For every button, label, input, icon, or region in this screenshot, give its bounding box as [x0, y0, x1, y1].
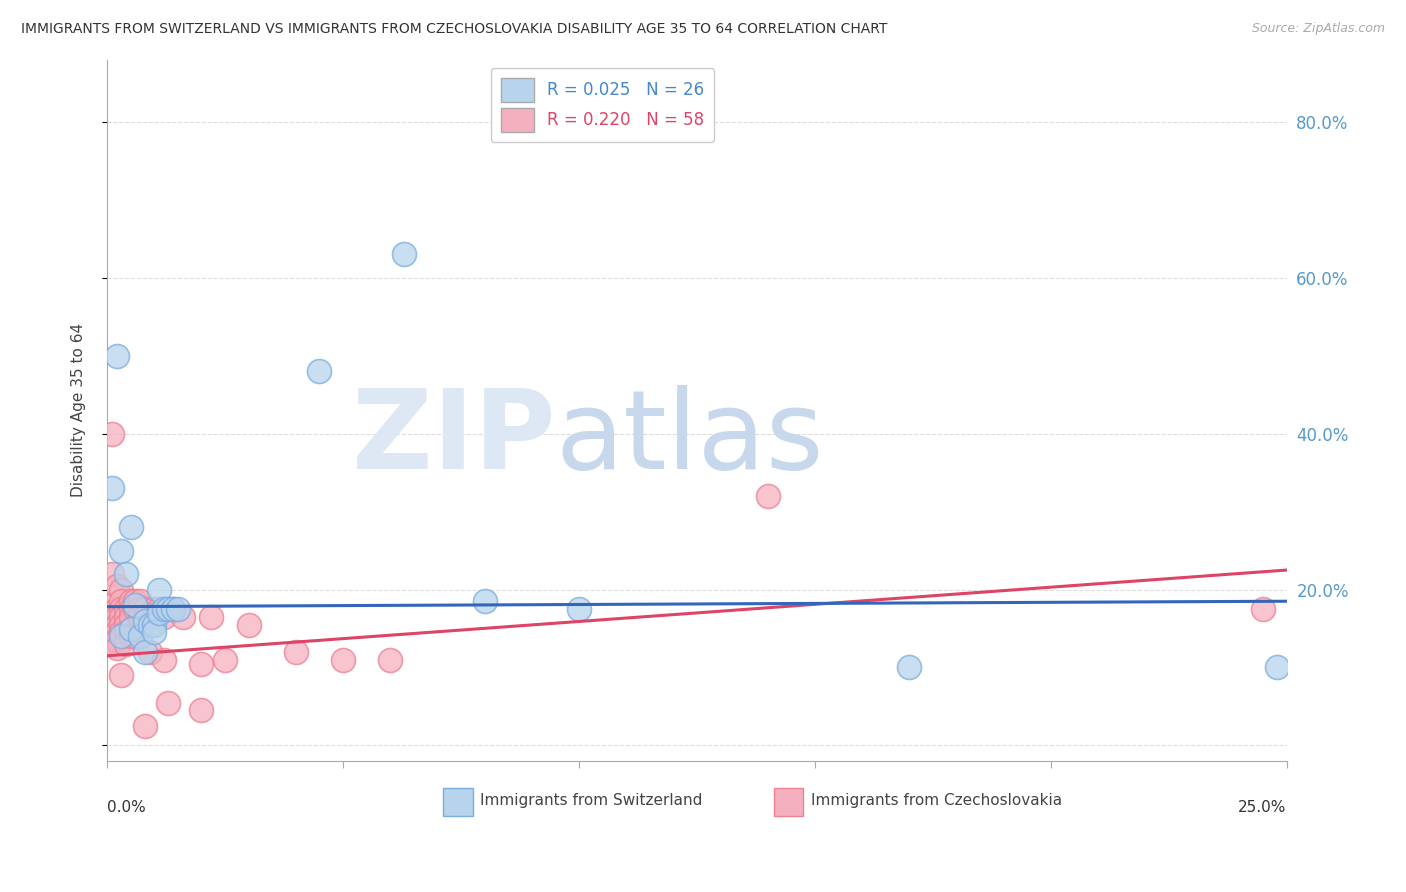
- Point: [129, 609, 152, 624]
- Point: [115, 609, 138, 624]
- Point: [120, 609, 142, 624]
- Text: IMMIGRANTS FROM SWITZERLAND VS IMMIGRANTS FROM CZECHOSLOVAKIA DISABILITY AGE 35 : IMMIGRANTS FROM SWITZERLAND VS IMMIGRANT…: [21, 22, 887, 37]
- Point: [105, 625, 128, 640]
- Point: [148, 602, 170, 616]
- Point: [378, 653, 401, 667]
- Bar: [773, 788, 803, 815]
- Point: [143, 625, 166, 640]
- Point: [101, 598, 124, 612]
- Point: [110, 668, 132, 682]
- Point: [124, 594, 146, 608]
- Text: atlas: atlas: [555, 384, 824, 491]
- Point: [138, 617, 160, 632]
- Text: Immigrants from Switzerland: Immigrants from Switzerland: [479, 794, 702, 808]
- Point: [105, 349, 128, 363]
- Point: [110, 625, 132, 640]
- Point: [129, 629, 152, 643]
- Point: [105, 609, 128, 624]
- Point: [332, 653, 354, 667]
- Point: [134, 614, 156, 628]
- Point: [1265, 660, 1288, 674]
- Point: [101, 426, 124, 441]
- Text: Immigrants from Czechoslovakia: Immigrants from Czechoslovakia: [811, 794, 1063, 808]
- Point: [105, 579, 128, 593]
- Point: [756, 489, 779, 503]
- Point: [120, 594, 142, 608]
- Point: [101, 617, 124, 632]
- Point: [120, 602, 142, 616]
- Point: [166, 602, 188, 616]
- Point: [115, 637, 138, 651]
- Point: [124, 598, 146, 612]
- Point: [120, 629, 142, 643]
- Point: [110, 582, 132, 597]
- Point: [115, 625, 138, 640]
- Point: [157, 696, 180, 710]
- Text: ZIP: ZIP: [352, 384, 555, 491]
- Point: [474, 594, 496, 608]
- Text: 0.0%: 0.0%: [107, 799, 146, 814]
- Point: [110, 617, 132, 632]
- Point: [134, 645, 156, 659]
- Legend: R = 0.025   N = 26, R = 0.220   N = 58: R = 0.025 N = 26, R = 0.220 N = 58: [491, 68, 714, 142]
- Point: [214, 653, 236, 667]
- Point: [134, 609, 156, 624]
- Text: 25.0%: 25.0%: [1239, 799, 1286, 814]
- Point: [152, 602, 174, 616]
- Point: [148, 582, 170, 597]
- Point: [152, 653, 174, 667]
- Y-axis label: Disability Age 35 to 64: Disability Age 35 to 64: [72, 323, 86, 498]
- Point: [120, 622, 142, 636]
- Point: [105, 640, 128, 655]
- Point: [143, 617, 166, 632]
- Point: [134, 602, 156, 616]
- Point: [110, 543, 132, 558]
- Point: [101, 481, 124, 495]
- Point: [1251, 602, 1274, 616]
- Point: [101, 566, 124, 581]
- Text: Source: ZipAtlas.com: Source: ZipAtlas.com: [1251, 22, 1385, 36]
- Point: [124, 602, 146, 616]
- Point: [110, 594, 132, 608]
- Point: [115, 566, 138, 581]
- Point: [143, 602, 166, 616]
- Point: [105, 602, 128, 616]
- Point: [284, 645, 307, 659]
- Point: [898, 660, 921, 674]
- Point: [101, 633, 124, 648]
- Point: [105, 617, 128, 632]
- Point: [200, 609, 222, 624]
- Point: [124, 629, 146, 643]
- Bar: [443, 788, 472, 815]
- Point: [238, 617, 260, 632]
- Point: [152, 609, 174, 624]
- Point: [110, 609, 132, 624]
- Point: [110, 602, 132, 616]
- Point: [190, 703, 212, 717]
- Point: [115, 617, 138, 632]
- Point: [134, 719, 156, 733]
- Point: [162, 602, 184, 616]
- Point: [115, 602, 138, 616]
- Point: [110, 629, 132, 643]
- Point: [129, 594, 152, 608]
- Point: [162, 602, 184, 616]
- Point: [148, 606, 170, 620]
- Point: [101, 625, 124, 640]
- Point: [190, 657, 212, 671]
- Point: [568, 602, 591, 616]
- Point: [101, 609, 124, 624]
- Point: [105, 633, 128, 648]
- Point: [308, 364, 330, 378]
- Point: [394, 247, 416, 261]
- Point: [120, 520, 142, 534]
- Point: [129, 602, 152, 616]
- Point: [138, 645, 160, 659]
- Point: [157, 602, 180, 616]
- Point: [172, 609, 194, 624]
- Point: [138, 609, 160, 624]
